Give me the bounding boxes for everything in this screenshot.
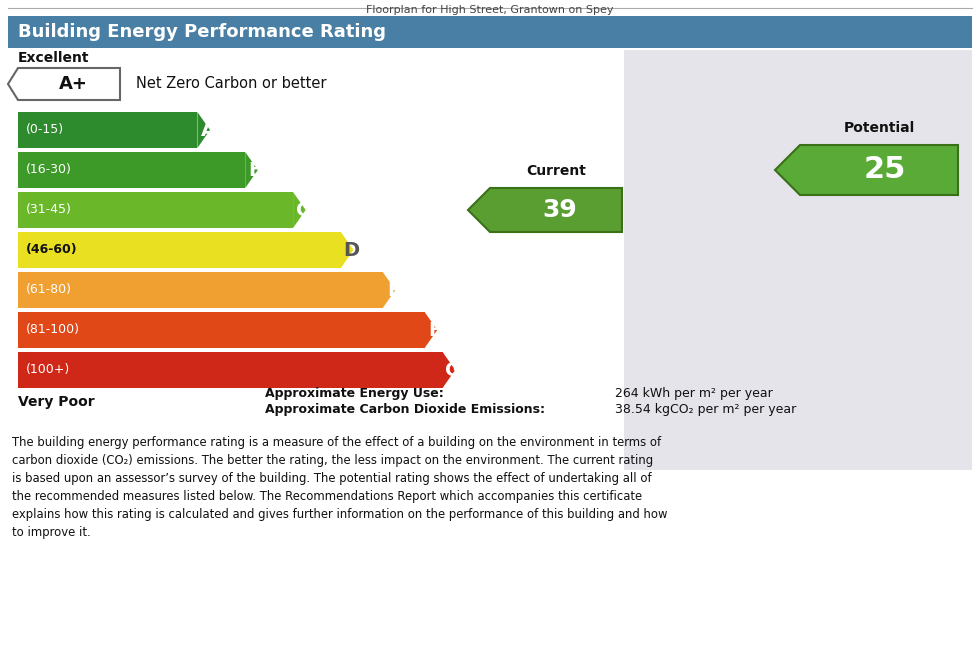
Text: Approximate Energy Use:: Approximate Energy Use: — [265, 388, 444, 401]
Bar — [624, 50, 972, 470]
Polygon shape — [293, 192, 306, 228]
Text: Current: Current — [526, 164, 586, 178]
Bar — [18, 232, 341, 268]
Text: 25: 25 — [863, 155, 906, 184]
Text: (46-60): (46-60) — [26, 244, 77, 257]
Text: (16-30): (16-30) — [26, 163, 72, 177]
Text: to improve it.: to improve it. — [12, 526, 91, 539]
Polygon shape — [383, 272, 395, 308]
Bar — [8, 16, 972, 48]
Text: (61-80): (61-80) — [26, 284, 72, 297]
Polygon shape — [8, 68, 120, 100]
Polygon shape — [245, 152, 258, 188]
Polygon shape — [468, 188, 622, 232]
Text: (81-100): (81-100) — [26, 324, 80, 337]
Text: D: D — [343, 241, 360, 259]
Text: (31-45): (31-45) — [26, 204, 72, 217]
Bar — [18, 112, 197, 148]
Text: (0-15): (0-15) — [26, 123, 64, 137]
Polygon shape — [424, 312, 437, 348]
Text: 264 kWh per m² per year: 264 kWh per m² per year — [615, 388, 773, 401]
Text: E: E — [387, 281, 400, 299]
Text: Approximate Carbon Dioxide Emissions:: Approximate Carbon Dioxide Emissions: — [265, 404, 545, 417]
Text: the recommended measures listed below. The Recommendations Report which accompan: the recommended measures listed below. T… — [12, 490, 642, 503]
Text: carbon dioxide (CO₂) emissions. The better the rating, the less impact on the en: carbon dioxide (CO₂) emissions. The bett… — [12, 454, 653, 467]
Text: is based upon an assessor’s survey of the building. The potential rating shows t: is based upon an assessor’s survey of th… — [12, 472, 652, 485]
Bar — [18, 192, 293, 228]
Text: Floorplan for High Street, Grantown on Spey: Floorplan for High Street, Grantown on S… — [367, 5, 613, 15]
Text: 38.54 kgCO₂ per m² per year: 38.54 kgCO₂ per m² per year — [615, 404, 796, 417]
Text: Building Energy Performance Rating: Building Energy Performance Rating — [18, 23, 386, 41]
Text: C: C — [297, 201, 311, 219]
Polygon shape — [443, 352, 455, 388]
Text: Excellent: Excellent — [18, 51, 89, 65]
Polygon shape — [341, 232, 354, 268]
Text: The building energy performance rating is a measure of the effect of a building : The building energy performance rating i… — [12, 436, 662, 449]
Text: 39: 39 — [543, 198, 577, 222]
Text: G: G — [445, 361, 462, 379]
Bar — [18, 312, 424, 348]
Text: F: F — [428, 321, 442, 339]
Bar — [18, 152, 245, 188]
Bar — [18, 272, 383, 308]
Polygon shape — [775, 145, 958, 195]
Text: explains how this rating is calculated and gives further information on the perf: explains how this rating is calculated a… — [12, 508, 667, 521]
Text: Very Poor: Very Poor — [18, 395, 95, 409]
Text: Net Zero Carbon or better: Net Zero Carbon or better — [136, 77, 326, 92]
Text: A: A — [201, 121, 216, 139]
Text: B: B — [249, 161, 264, 179]
Polygon shape — [197, 112, 210, 148]
Bar — [18, 352, 443, 388]
Text: A+: A+ — [59, 75, 87, 93]
Text: (100+): (100+) — [26, 364, 71, 377]
Text: Potential: Potential — [844, 121, 914, 135]
